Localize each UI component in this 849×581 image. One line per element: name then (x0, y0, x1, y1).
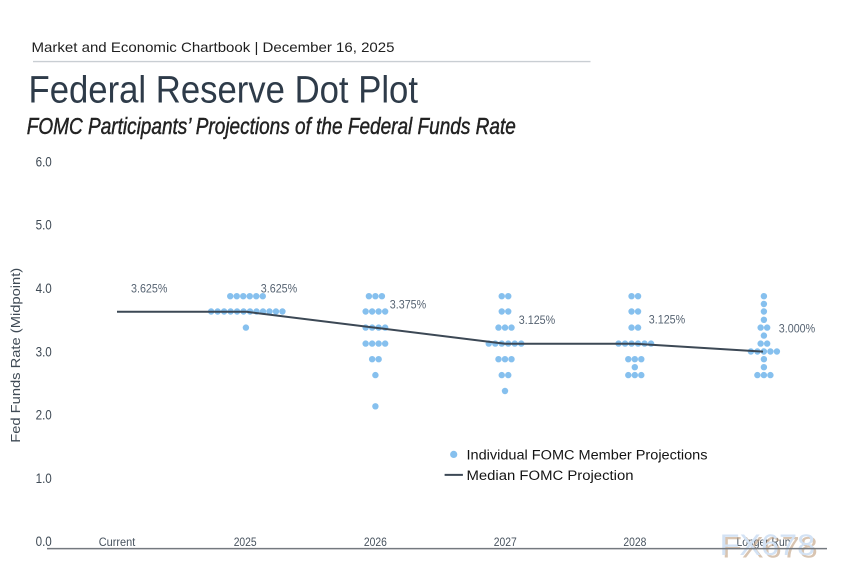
svg-text:Fed Funds Rate (Midpoint): Fed Funds Rate (Midpoint) (8, 268, 23, 443)
svg-text:1.0: 1.0 (36, 471, 52, 486)
svg-text:2026: 2026 (364, 537, 387, 549)
svg-text:Market and Economic Chartbook: Market and Economic Chartbook | December… (32, 39, 395, 55)
svg-text:3.625%: 3.625% (131, 282, 167, 295)
svg-text:5.0: 5.0 (36, 218, 52, 233)
svg-text:2.0: 2.0 (36, 408, 52, 423)
svg-text:3.625%: 3.625% (261, 283, 297, 296)
svg-text:3.375%: 3.375% (390, 298, 426, 311)
svg-text:Longer Run: Longer Run (737, 537, 791, 549)
svg-text:FOMC Participants’ Projections: FOMC Participants’ Projections of the Fe… (27, 113, 516, 139)
svg-text:3.125%: 3.125% (519, 314, 555, 327)
svg-text:Federal Reserve Dot Plot: Federal Reserve Dot Plot (29, 69, 419, 111)
svg-text:0.0: 0.0 (36, 534, 52, 549)
svg-text:2025: 2025 (234, 537, 257, 549)
svg-text:FX678: FX678 (720, 529, 816, 562)
svg-text:6.0: 6.0 (36, 154, 52, 169)
svg-text:Individual FOMC Member Project: Individual FOMC Member Projections (467, 448, 708, 464)
svg-text:2027: 2027 (494, 537, 517, 549)
svg-text:3.0: 3.0 (36, 344, 52, 359)
svg-text:3.000%: 3.000% (779, 322, 815, 335)
svg-text:Median FOMC Projection: Median FOMC Projection (467, 468, 634, 484)
svg-text:3.125%: 3.125% (649, 314, 685, 327)
svg-text:2028: 2028 (623, 537, 646, 549)
svg-text:4.0: 4.0 (36, 281, 52, 296)
svg-text:Current: Current (99, 537, 136, 549)
